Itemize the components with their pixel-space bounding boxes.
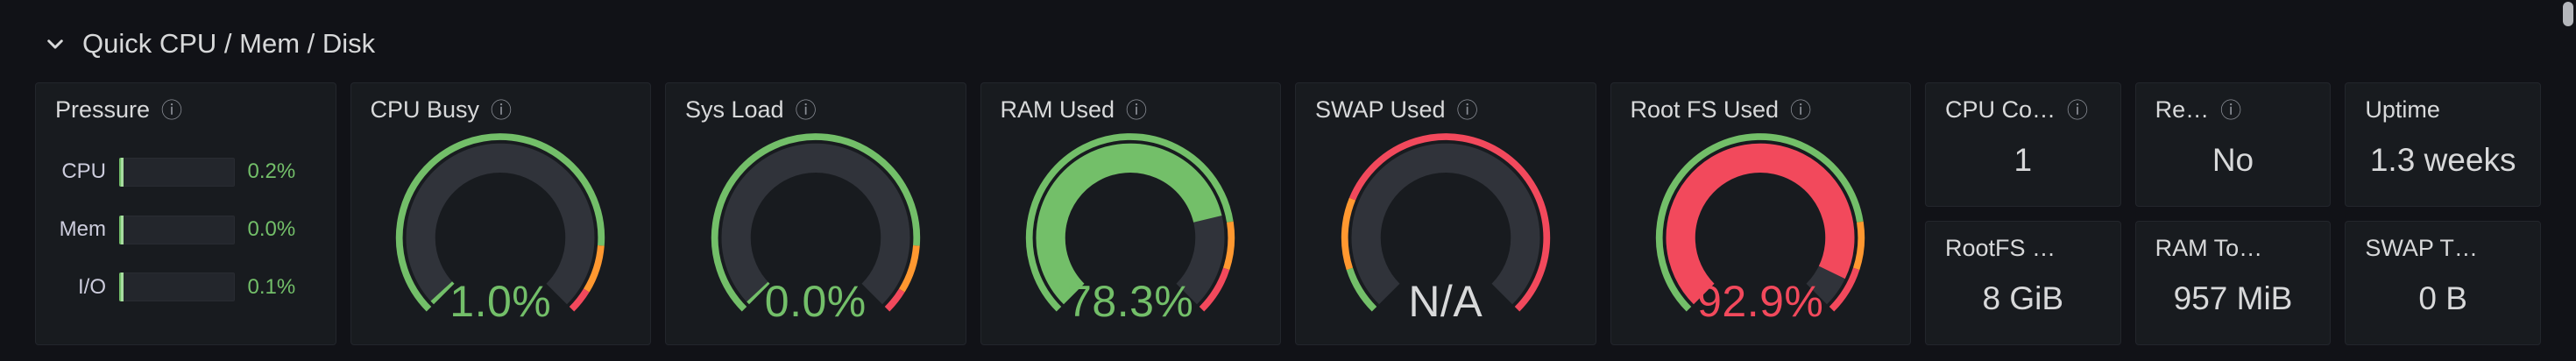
panel-reboot-required: Re… ⓘ No	[2134, 82, 2332, 207]
panel-title-cpu-busy[interactable]: CPU Busy	[370, 96, 480, 123]
bar-fill	[119, 273, 124, 302]
panel-root-fs-used: Root FS Used ⓘ 92.9%	[1610, 82, 1911, 345]
cpu-pressure-bar-gauge	[119, 157, 235, 187]
stat-value-rootfs-total: 8 GiB	[1982, 280, 2064, 316]
pressure-label: Mem	[59, 217, 106, 241]
panel-pressure: Pressure ⓘ CPU 0.2% Mem 0.0% I/O 0.1%	[35, 82, 336, 345]
panel-header: SWAP Used ⓘ	[1296, 83, 1596, 127]
panel-cpu-cores: CPU Co… ⓘ 1	[1925, 82, 2121, 207]
panel-header: Uptime	[2346, 83, 2540, 127]
gauge-sys-load	[711, 133, 920, 312]
row-header-quick-cpu-mem-disk[interactable]: Quick CPU / Mem / Disk	[35, 0, 384, 82]
panel-title-uptime[interactable]: Uptime	[2365, 96, 2440, 123]
info-icon[interactable]: ⓘ	[1126, 97, 1148, 123]
gauge-value: 0.0%	[764, 277, 867, 326]
panel-ram-used: RAM Used ⓘ 78.3%	[980, 82, 1281, 345]
panel-title-sys-load[interactable]: Sys Load	[685, 96, 784, 123]
stat-value-swap-total: 0 B	[2418, 280, 2467, 316]
gauge-ram-used	[1026, 133, 1235, 312]
stat-body: 1.3 weeks	[2346, 127, 2540, 206]
stat-value-reboot-required: No	[2212, 142, 2254, 178]
gauge-body: N/A	[1296, 127, 1596, 344]
pressure-value: 0.0%	[247, 217, 296, 241]
gauge-value: 78.3%	[1067, 277, 1194, 326]
gauge-value: N/A	[1408, 277, 1483, 326]
panel-title-cpu-cores[interactable]: CPU Co…	[1945, 96, 2056, 123]
stat-body: 0 B	[2346, 265, 2540, 344]
bar-fill	[119, 215, 124, 244]
panel-header: Re… ⓘ	[2136, 83, 2331, 127]
panel-uptime: Uptime 1.3 weeks	[2345, 82, 2541, 207]
panel-title-reboot-required[interactable]: Re…	[2155, 96, 2210, 123]
bar-fill	[119, 157, 124, 187]
pressure-label: CPU	[61, 159, 106, 184]
panel-sys-load: Sys Load ⓘ 0.0%	[665, 82, 966, 345]
panel-header: RAM Used ⓘ	[981, 83, 1281, 127]
panel-rootfs-total: RootFS … 8 GiB	[1925, 221, 2121, 345]
panel-header: Root FS Used ⓘ	[1611, 83, 1911, 127]
panel-header: Sys Load ⓘ	[666, 83, 966, 127]
pressure-row-cpu: CPU 0.2%	[53, 157, 318, 187]
chevron-down-icon[interactable]	[44, 32, 67, 55]
pressure-row-io: I/O 0.1%	[53, 273, 318, 302]
panel-title-swap-used[interactable]: SWAP Used	[1315, 96, 1446, 123]
info-icon[interactable]: ⓘ	[1790, 97, 1812, 123]
panel-swap-used: SWAP Used ⓘ N/A	[1295, 82, 1596, 345]
gauge-value: 1.0%	[449, 277, 552, 326]
stat-body: No	[2136, 127, 2331, 206]
info-icon[interactable]: ⓘ	[491, 97, 513, 123]
panel-header: CPU Busy ⓘ	[351, 83, 651, 127]
panel-title-ram-total[interactable]: RAM To…	[2155, 235, 2263, 261]
gauge-body: 0.0%	[666, 127, 966, 344]
stat-body: 1	[1926, 127, 2120, 206]
panel-grid: Pressure ⓘ CPU 0.2% Mem 0.0% I/O 0.1%	[35, 82, 2541, 345]
info-icon[interactable]: ⓘ	[161, 97, 183, 123]
panel-header: SWAP T…	[2346, 222, 2540, 265]
panel-cpu-busy: CPU Busy ⓘ 1.0%	[350, 82, 651, 345]
gauge-body: 1.0%	[351, 127, 651, 344]
gauge-value: 92.9%	[1697, 277, 1824, 326]
panel-ram-total: RAM To… 957 MiB	[2134, 221, 2332, 345]
gauge-root-fs-used	[1656, 133, 1865, 312]
panel-title-pressure[interactable]: Pressure	[55, 96, 151, 123]
panel-title-swap-total[interactable]: SWAP T…	[2365, 235, 2478, 261]
panel-header: RootFS …	[1926, 222, 2120, 265]
panel-title-ram-used[interactable]: RAM Used	[1000, 96, 1115, 123]
pressure-value: 0.2%	[247, 159, 296, 184]
panel-title-root-fs-used[interactable]: Root FS Used	[1630, 96, 1780, 123]
pressure-label: I/O	[77, 274, 106, 299]
scrollbar-thumb[interactable]	[2563, 2, 2573, 26]
stat-value-ram-total: 957 MiB	[2173, 280, 2293, 316]
panel-header: CPU Co… ⓘ	[1926, 83, 2120, 127]
row-title: Quick CPU / Mem / Disk	[82, 28, 376, 59]
io-pressure-bar-gauge	[119, 273, 235, 302]
stat-value-cpu-cores: 1	[2013, 142, 2033, 178]
panel-swap-total: SWAP T… 0 B	[2345, 221, 2541, 345]
stat-body: 8 GiB	[1926, 265, 2120, 344]
info-icon[interactable]: ⓘ	[2220, 97, 2242, 123]
info-icon[interactable]: ⓘ	[1456, 97, 1478, 123]
info-icon[interactable]: ⓘ	[795, 97, 817, 123]
panel-header: RAM To…	[2136, 222, 2331, 265]
gauge-body: 92.9%	[1611, 127, 1911, 344]
panel-title-rootfs-total[interactable]: RootFS …	[1945, 235, 2056, 261]
mem-pressure-bar-gauge	[119, 215, 235, 244]
pressure-row-mem: Mem 0.0%	[53, 215, 318, 244]
gauge-body: 78.3%	[981, 127, 1281, 344]
panel-header: Pressure ⓘ	[36, 83, 336, 127]
info-icon[interactable]: ⓘ	[2067, 97, 2089, 123]
gauge-cpu-busy	[396, 133, 605, 312]
pressure-bar-gauge-list: CPU 0.2% Mem 0.0% I/O 0.1%	[36, 127, 336, 344]
gauge-swap-used	[1341, 133, 1550, 312]
stat-value-uptime: 1.3 weeks	[2369, 142, 2516, 178]
pressure-value: 0.1%	[247, 274, 296, 299]
stat-body: 957 MiB	[2136, 265, 2331, 344]
